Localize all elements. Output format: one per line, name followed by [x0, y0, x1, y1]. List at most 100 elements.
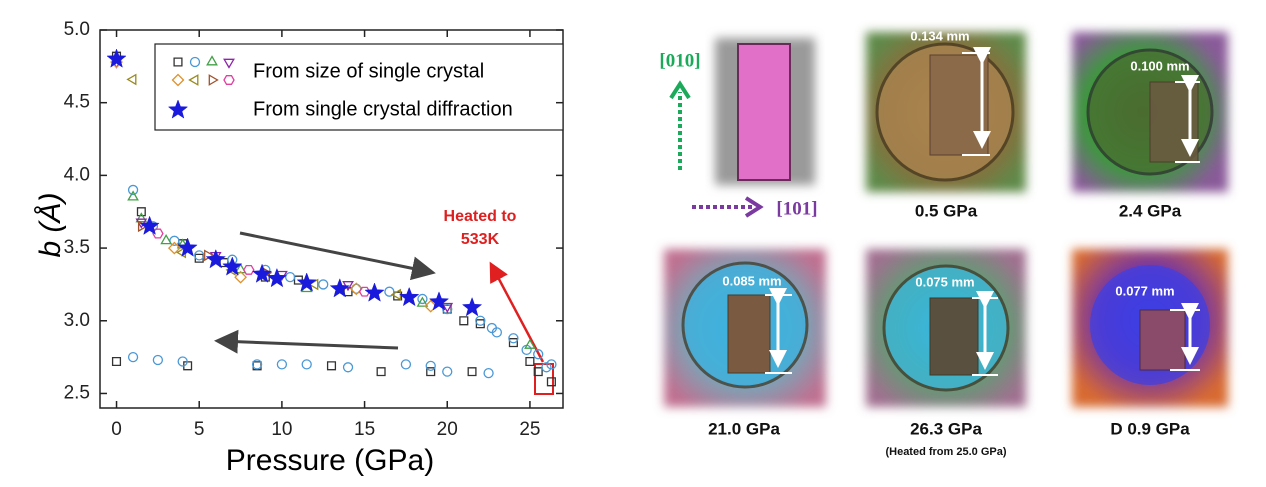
pressure-label: D 0.9 GPa: [1110, 419, 1190, 438]
direction-arrow-head: [744, 196, 764, 218]
plot-frame: [99, 29, 564, 409]
trend-arrow: [239, 231, 436, 281]
x-tick-label: 5: [194, 419, 205, 440]
x-tick-label: 20: [437, 419, 458, 440]
x-tick-label: 10: [271, 419, 292, 440]
data-point: [296, 272, 317, 292]
data-point: [525, 356, 535, 367]
data-point: [266, 267, 288, 288]
trend-arrow: [214, 329, 399, 354]
data-point: [183, 361, 193, 371]
data-point: [106, 48, 127, 68]
data-point: [301, 359, 312, 370]
data-point: [541, 362, 552, 373]
data-point: [167, 241, 181, 255]
data-point: [251, 263, 273, 283]
x-axis-label: Pressure (GPa): [226, 444, 434, 477]
data-point: [442, 303, 453, 315]
legend-marker: [188, 74, 199, 86]
data-point: [349, 282, 363, 296]
y-tick-label: 5.0: [64, 19, 90, 40]
y-tick-label: 2.5: [64, 382, 90, 403]
data-point: [276, 359, 288, 370]
data-point: [251, 359, 263, 370]
pressure-label: 0.5 GPa: [915, 201, 978, 220]
data-point: [329, 278, 350, 298]
data-point: [384, 286, 395, 297]
data-point: [234, 270, 248, 284]
annotation: 533K: [461, 231, 500, 248]
data-point: [364, 282, 385, 302]
data-point: [160, 233, 173, 245]
data-point: [461, 296, 483, 317]
micrograph: [866, 32, 1026, 192]
data-point: [400, 359, 412, 370]
data-point: [152, 354, 164, 366]
data-point: [127, 184, 139, 196]
data-point: [417, 293, 428, 305]
y-axis-label: b (Å): [34, 192, 67, 257]
annotation-arrow: [489, 261, 545, 363]
x-tick-label: 15: [354, 419, 375, 440]
crystal: [737, 43, 791, 181]
data-point: [491, 327, 503, 338]
legend-marker: [171, 73, 185, 87]
legend-marker: [223, 58, 235, 69]
data-point: [139, 215, 160, 235]
x-tick-label: 25: [519, 419, 540, 440]
y-tick-label: 4.0: [64, 164, 90, 185]
micrograph: [1072, 249, 1228, 407]
data-point: [342, 362, 354, 373]
data-point: [416, 296, 429, 307]
legend-marker: [189, 56, 201, 68]
data-point: [376, 367, 386, 377]
data-point: [194, 250, 205, 261]
data-point: [127, 190, 139, 201]
data-point: [425, 360, 436, 371]
width-label: 0.077 mm: [1115, 283, 1174, 298]
pressure-label: 2.4 GPa: [1119, 201, 1182, 220]
data-point: [358, 286, 371, 297]
data-point: [459, 316, 469, 326]
width-label: 0.100 mm: [1130, 58, 1189, 73]
micrograph: [866, 249, 1026, 407]
data-point: [126, 73, 137, 86]
data-point: [475, 315, 486, 326]
data-point: [524, 338, 536, 349]
data-point: [205, 248, 226, 269]
legend-marker: [223, 75, 235, 85]
data-point: [508, 333, 519, 344]
data-point: [326, 361, 337, 371]
pressure-label: 21.0 GPa: [708, 419, 780, 438]
width-label: 0.075 mm: [915, 274, 974, 289]
data-point: [442, 366, 453, 377]
pressure-label: 26.3 GPa: [910, 419, 982, 438]
y-tick-label: 3.5: [64, 237, 90, 258]
y-tick-label: 3.0: [64, 310, 90, 331]
panel-note: (Heated from 25.0 GPa): [885, 446, 1006, 458]
data-point: [127, 351, 139, 363]
legend-marker: [167, 99, 189, 119]
data-point: [533, 367, 543, 377]
data-point: [428, 291, 450, 311]
direction-arrow-head: [669, 80, 691, 100]
legend-marker: [208, 74, 219, 86]
x-tick-label: 0: [111, 419, 122, 440]
data-point: [177, 237, 198, 257]
data-point: [222, 256, 243, 276]
micrograph: [1072, 32, 1228, 192]
axis-direction-label: [101]: [776, 198, 817, 219]
data-point: [243, 264, 255, 275]
annotation: Heated to: [444, 208, 517, 225]
data-point: [424, 299, 438, 313]
data-point: [177, 356, 188, 367]
legend-text: From size of single crystal: [253, 60, 484, 82]
data-point: [546, 359, 557, 370]
data-point: [441, 302, 454, 313]
data-point: [399, 286, 420, 307]
data-point: [533, 349, 544, 360]
data-point: [135, 212, 148, 223]
legend-marker: [206, 55, 218, 66]
data-point: [152, 228, 164, 239]
